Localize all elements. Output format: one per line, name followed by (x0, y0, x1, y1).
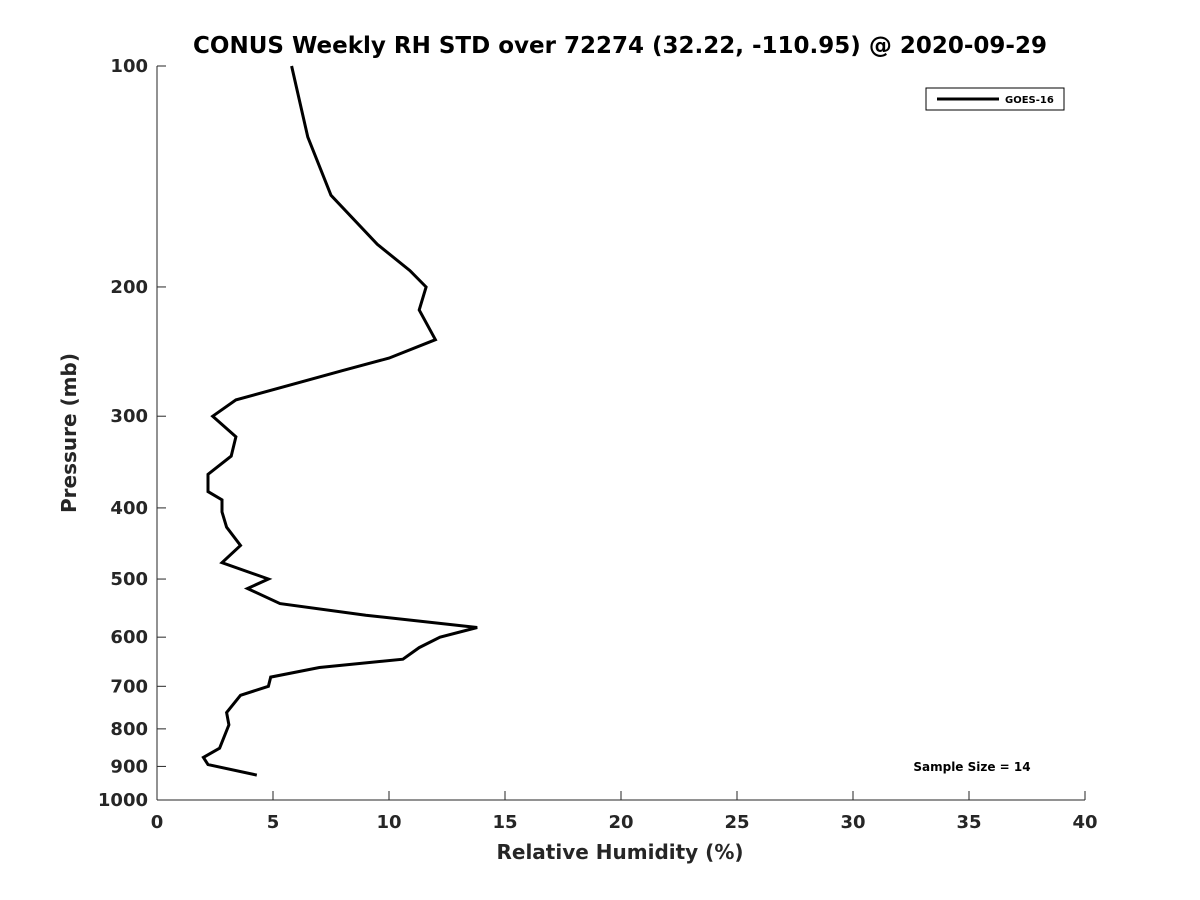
x-tick-label: 25 (724, 812, 749, 833)
y-tick-label: 700 (110, 676, 148, 697)
x-tick-label: 40 (1072, 812, 1097, 833)
legend-label-goes-16: GOES-16 (1005, 95, 1054, 106)
chart-title: CONUS Weekly RH STD over 72274 (32.22, -… (193, 33, 1047, 59)
legend: GOES-16 (925, 87, 1065, 111)
y-tick-label: 200 (110, 277, 148, 298)
y-tick-label: 900 (110, 756, 148, 777)
y-tick-label: 1000 (98, 790, 148, 811)
x-tick-label: 0 (151, 812, 164, 833)
axes: 0 5 10 15 20 25 30 35 40 100 200 300 400 500 600 700 800… (98, 56, 1098, 833)
y-tick-label: 500 (110, 569, 148, 590)
y-axis-label: Pressure (mb) (57, 353, 81, 513)
y-tick-label: 600 (110, 627, 148, 648)
series-layer (201, 65, 478, 777)
y-tick-label: 800 (110, 719, 148, 740)
x-tick-label: 30 (840, 812, 865, 833)
y-tick-label: 400 (110, 498, 148, 519)
y-tick-label: 300 (110, 406, 148, 427)
sample-size-annotation: Sample Size = 14 (913, 760, 1030, 774)
x-tick-label: 35 (956, 812, 981, 833)
x-tick-label: 20 (608, 812, 633, 833)
x-tick-label: 10 (376, 812, 401, 833)
y-tick-label: 100 (110, 56, 148, 77)
x-tick-label: 5 (267, 812, 280, 833)
x-tick-label: 15 (492, 812, 517, 833)
x-axis-label: Relative Humidity (%) (496, 840, 743, 864)
series-line-goes-16 (201, 65, 478, 777)
